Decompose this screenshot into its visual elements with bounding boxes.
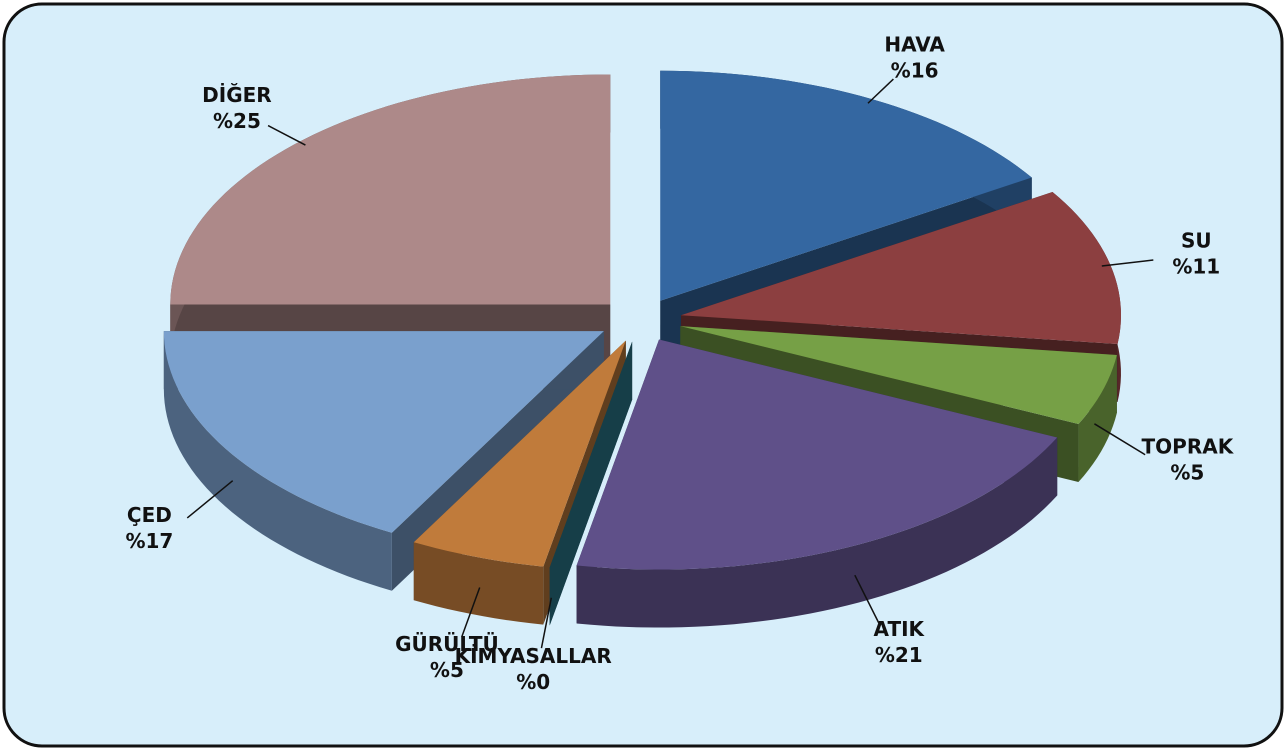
slice-top bbox=[170, 74, 611, 305]
leader-line bbox=[1094, 423, 1146, 456]
value-label: %25 bbox=[213, 109, 261, 133]
slice-wall bbox=[163, 331, 392, 591]
slice-top bbox=[413, 340, 626, 567]
category-label: KİMYASALLAR bbox=[455, 644, 612, 668]
slice-wall bbox=[576, 437, 1058, 628]
leader-line bbox=[867, 78, 894, 104]
value-label: %16 bbox=[891, 58, 939, 82]
pie bbox=[163, 70, 1121, 628]
slice-top bbox=[576, 339, 1058, 570]
value-label: %5 bbox=[430, 658, 464, 682]
leader-line bbox=[186, 480, 234, 519]
slice-top bbox=[680, 191, 1121, 345]
leader-line bbox=[461, 587, 481, 637]
category-label: GÜRÜLTÜ bbox=[395, 632, 499, 656]
slice bbox=[549, 341, 633, 626]
slice-top bbox=[680, 326, 1117, 425]
category-label: ÇED bbox=[127, 503, 172, 527]
leader-line bbox=[1101, 259, 1154, 267]
value-label: %17 bbox=[125, 529, 173, 553]
value-label: %5 bbox=[1170, 461, 1204, 485]
category-label: DİĞER bbox=[202, 83, 272, 107]
slice-side bbox=[549, 341, 633, 626]
value-label: %0 bbox=[516, 670, 550, 694]
category-label: ATIK bbox=[874, 617, 926, 641]
value-label: %21 bbox=[875, 643, 923, 667]
leader-line bbox=[267, 124, 306, 146]
category-label: HAVA bbox=[884, 32, 945, 56]
slice-wall bbox=[1078, 354, 1117, 483]
leader-line bbox=[854, 574, 880, 624]
value-label: %11 bbox=[1172, 255, 1220, 279]
labels: HAVA%16SU%11TOPRAK%5ATIK%21KİMYASALLAR%0… bbox=[125, 32, 1234, 694]
leader-line bbox=[540, 597, 553, 649]
category-label: TOPRAK bbox=[1142, 435, 1235, 459]
slice-wall bbox=[413, 542, 544, 625]
slice-top bbox=[660, 70, 1032, 301]
slice bbox=[576, 339, 1058, 628]
category-label: SU bbox=[1181, 229, 1212, 253]
slice-top bbox=[163, 331, 604, 533]
